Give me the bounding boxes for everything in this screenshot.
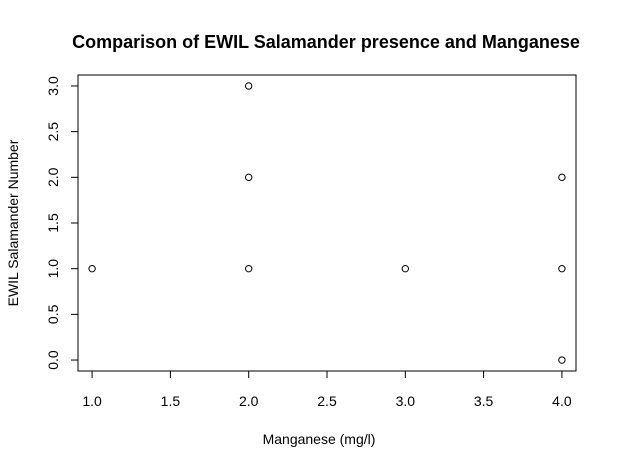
data-point [558, 173, 566, 182]
x-tick-label: 3.0 [396, 393, 416, 409]
data-point [401, 264, 410, 273]
x-tick-label: 4.0 [552, 393, 572, 409]
y-axis: 0.0 0.5 1.0 1.5 2.0 2.5 3.0 [45, 76, 79, 370]
data-point [244, 82, 253, 90]
data-point [244, 173, 253, 182]
x-axis-label: Manganese (mg/l) [263, 431, 376, 447]
data-point [558, 356, 566, 364]
y-tick-label: 3.0 [45, 76, 61, 96]
data-point [558, 264, 566, 273]
x-tick-label: 1.0 [82, 393, 102, 409]
x-axis: 1.0 1.5 2.0 2.5 3.0 3.5 4.0 [82, 370, 572, 409]
data-points [88, 82, 566, 364]
plot-area [77, 74, 577, 372]
y-tick-label: 2.5 [45, 122, 61, 142]
y-tick-label: 0.5 [45, 304, 61, 324]
y-tick-label: 1.5 [45, 213, 61, 233]
x-tick-label: 1.5 [161, 393, 181, 409]
data-point [244, 264, 253, 273]
y-tick-label: 0.0 [45, 350, 61, 370]
chart-title: Comparison of EWIL Salamander presence a… [72, 32, 580, 52]
y-tick-label: 1.0 [45, 259, 61, 279]
y-tick-label: 2.0 [45, 167, 61, 187]
y-axis-label: EWIL Salamander Number [5, 139, 21, 306]
x-tick-label: 2.0 [239, 393, 259, 409]
x-tick-label: 3.5 [474, 393, 494, 409]
plot-border [77, 74, 577, 372]
x-tick-label: 2.5 [317, 393, 337, 409]
data-point [88, 264, 96, 273]
